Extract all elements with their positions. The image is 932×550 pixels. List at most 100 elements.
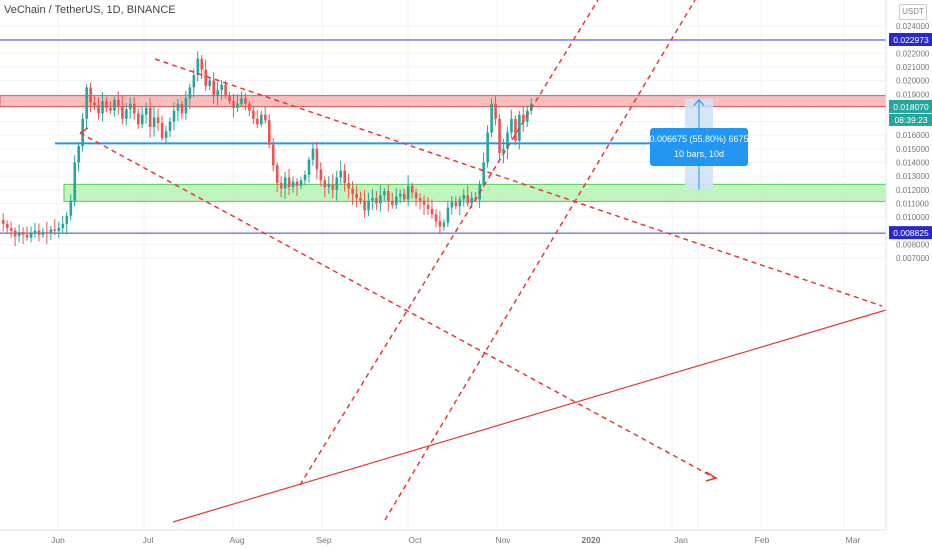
candle-body bbox=[283, 177, 287, 189]
time-tick-label: Jan bbox=[674, 535, 688, 545]
candle-body bbox=[462, 195, 466, 200]
candle-body bbox=[375, 197, 378, 204]
candle-body bbox=[303, 174, 307, 181]
candle-body bbox=[502, 148, 505, 153]
price-tick-label: 0.007000 bbox=[896, 254, 930, 263]
candle-body bbox=[73, 162, 77, 201]
candle-body bbox=[406, 185, 410, 200]
candle-body bbox=[327, 184, 331, 188]
candle-body bbox=[204, 69, 208, 87]
level-badge-top-label: 0.022973 bbox=[893, 35, 929, 45]
price-tick-label: 0.022000 bbox=[896, 49, 930, 58]
candle-body bbox=[387, 191, 390, 201]
candle-body bbox=[271, 144, 275, 166]
price-tick-label: 0.008000 bbox=[896, 240, 930, 249]
candle-body bbox=[9, 228, 13, 231]
candle-body bbox=[184, 98, 188, 114]
measure-tool[interactable]: 0.006675 (55.80%) 6675 10 bars, 10d bbox=[649, 98, 749, 190]
candle-body bbox=[355, 193, 358, 198]
time-tick-label: Feb bbox=[755, 535, 770, 545]
candle-body bbox=[172, 110, 176, 122]
resistance-zone[interactable] bbox=[0, 95, 887, 108]
trendline-arrow bbox=[705, 471, 718, 482]
trendline-dashed bbox=[299, 0, 599, 486]
candle-body bbox=[371, 197, 374, 201]
trendlines bbox=[79, 0, 887, 523]
currency-badge[interactable]: USDT bbox=[899, 4, 927, 20]
candle-body bbox=[17, 232, 21, 237]
measure-label-line1: 0.006675 (55.80%) 6675 bbox=[649, 134, 748, 144]
candle-body bbox=[450, 202, 454, 208]
candle-body bbox=[196, 58, 200, 76]
candle-body bbox=[53, 229, 57, 231]
candle-body bbox=[37, 230, 41, 235]
candle-body bbox=[260, 114, 263, 125]
candle-body bbox=[21, 232, 25, 235]
candle-body bbox=[220, 84, 223, 91]
candle-body bbox=[228, 95, 231, 102]
candle-body bbox=[430, 208, 434, 215]
countdown-label: 08:39:23 bbox=[894, 115, 927, 125]
candle-body bbox=[188, 87, 192, 99]
candle-body bbox=[383, 191, 386, 196]
candle-body bbox=[458, 199, 462, 207]
levels bbox=[0, 39, 886, 234]
candle-body bbox=[470, 197, 474, 204]
candle-body bbox=[307, 159, 311, 175]
candle-body bbox=[359, 197, 362, 201]
candle-body bbox=[2, 219, 5, 224]
candle-body bbox=[13, 230, 17, 237]
candle-body bbox=[164, 131, 168, 138]
candle-body bbox=[335, 177, 339, 190]
trendline-dashed bbox=[384, 0, 696, 521]
countdown-box bbox=[889, 113, 932, 126]
candle-body bbox=[160, 122, 164, 138]
candle-body bbox=[347, 182, 350, 189]
candle-body bbox=[510, 118, 513, 133]
symbol-title: VeChain / TetherUS, 1D, BINANCE bbox=[4, 4, 176, 16]
candle-body bbox=[391, 200, 394, 205]
time-tick-label: 2020 bbox=[582, 535, 601, 545]
candle-body bbox=[240, 98, 243, 104]
candle-body bbox=[61, 223, 65, 229]
candle-body bbox=[482, 162, 485, 185]
candle-body bbox=[216, 90, 219, 96]
candle-body bbox=[45, 232, 49, 234]
candle-body bbox=[442, 222, 446, 227]
price-tick-label: 0.024000 bbox=[896, 22, 930, 31]
candle-body bbox=[486, 132, 489, 163]
candle-body bbox=[33, 230, 37, 234]
candle-body bbox=[514, 118, 517, 141]
candle-body bbox=[379, 195, 382, 204]
price-tick-label: 0.011000 bbox=[896, 199, 929, 208]
candle-body bbox=[85, 87, 88, 119]
price-axis-bg bbox=[886, 0, 932, 550]
candle-body bbox=[363, 200, 366, 211]
candle-body bbox=[81, 118, 84, 147]
trendline-dashed bbox=[154, 58, 883, 307]
candle-body bbox=[275, 165, 279, 183]
candle-body bbox=[315, 148, 319, 170]
candle-body bbox=[295, 181, 299, 186]
trendline-solid bbox=[172, 309, 887, 523]
price-tick-label: 0.012000 bbox=[896, 186, 930, 195]
candle-body bbox=[200, 58, 204, 70]
candle-body bbox=[144, 107, 148, 115]
measure-label-box bbox=[650, 128, 748, 166]
candle-body bbox=[494, 103, 497, 119]
candle-body bbox=[77, 146, 81, 163]
time-tick-label: Mar bbox=[846, 535, 861, 545]
price-tick-label: 0.020000 bbox=[896, 77, 930, 86]
candle-body bbox=[498, 118, 501, 153]
candle-body bbox=[57, 228, 61, 231]
time-tick-label: Aug bbox=[229, 535, 244, 545]
candle-body bbox=[105, 101, 108, 108]
candle-body bbox=[395, 196, 398, 205]
time-tick-label: Nov bbox=[495, 535, 511, 545]
candle-body bbox=[224, 84, 227, 96]
candle-body bbox=[438, 221, 442, 227]
time-tick-label: Sep bbox=[316, 535, 331, 545]
candle-body bbox=[454, 202, 458, 207]
